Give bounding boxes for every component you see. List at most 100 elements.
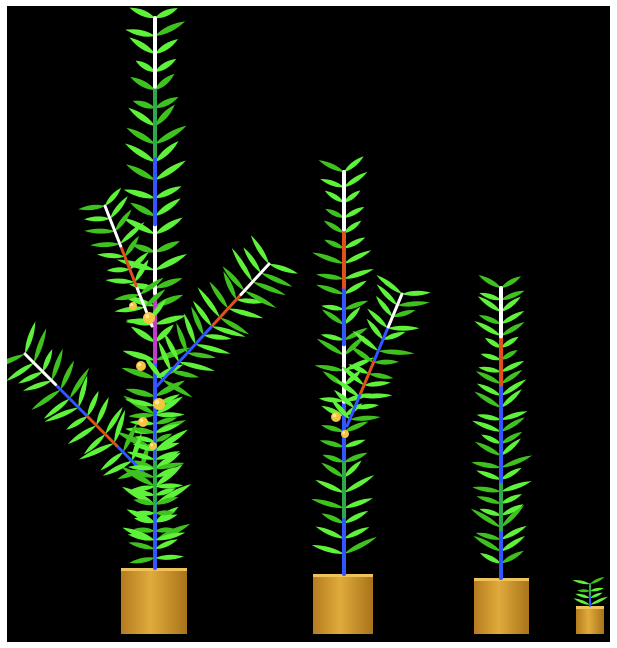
leaf bbox=[155, 466, 180, 478]
leaf bbox=[344, 156, 364, 172]
leaf bbox=[321, 462, 344, 478]
leaf bbox=[478, 275, 501, 288]
leaf bbox=[315, 526, 344, 539]
leaf bbox=[132, 510, 155, 516]
leaf bbox=[344, 237, 366, 249]
leaf bbox=[155, 141, 179, 163]
leaf bbox=[155, 278, 183, 289]
leaf bbox=[243, 247, 261, 273]
plant-3 bbox=[470, 275, 533, 634]
leaf bbox=[315, 479, 344, 493]
leaf bbox=[501, 535, 525, 552]
leaf bbox=[163, 332, 179, 363]
leaf bbox=[501, 336, 519, 348]
leaf bbox=[133, 527, 155, 533]
leaf bbox=[321, 425, 344, 433]
leaf bbox=[144, 289, 166, 308]
leaf bbox=[129, 485, 155, 492]
render-viewport bbox=[7, 6, 610, 642]
leaf bbox=[501, 494, 523, 504]
leaf bbox=[590, 576, 605, 584]
leaf bbox=[472, 486, 501, 493]
leaf bbox=[344, 280, 367, 295]
pot bbox=[121, 568, 187, 634]
pot-rim bbox=[576, 606, 604, 609]
leaf bbox=[126, 127, 155, 145]
leaf bbox=[102, 460, 132, 476]
leaf bbox=[96, 253, 125, 259]
leaf bbox=[121, 367, 155, 379]
leaf bbox=[223, 271, 237, 300]
stem-segment bbox=[211, 293, 243, 327]
leaf bbox=[474, 391, 501, 408]
leaf bbox=[344, 335, 365, 356]
leaf bbox=[130, 202, 155, 217]
leaf bbox=[252, 281, 286, 296]
leaf bbox=[501, 481, 532, 492]
leaf bbox=[475, 441, 501, 456]
leaf bbox=[344, 250, 372, 264]
leaf bbox=[331, 398, 350, 420]
leaf bbox=[78, 204, 105, 211]
leaf bbox=[203, 334, 232, 340]
leaf bbox=[344, 306, 361, 325]
plant-2 bbox=[311, 156, 431, 634]
leaf bbox=[105, 187, 122, 206]
fruit bbox=[149, 442, 157, 450]
leaf bbox=[105, 406, 123, 435]
leaf bbox=[479, 292, 501, 301]
leaf bbox=[155, 483, 184, 489]
leaf bbox=[183, 313, 196, 345]
leaf bbox=[501, 417, 525, 432]
leaf bbox=[316, 284, 344, 295]
leaf bbox=[472, 420, 501, 432]
leaf bbox=[155, 8, 178, 19]
leaf bbox=[479, 552, 501, 564]
leaf bbox=[78, 443, 115, 460]
leaf bbox=[126, 451, 155, 460]
leaf bbox=[478, 314, 501, 324]
leaf bbox=[155, 527, 174, 533]
leaf bbox=[485, 337, 501, 348]
fruit-highlight bbox=[342, 431, 346, 435]
leaf bbox=[155, 217, 183, 235]
leaf bbox=[501, 411, 528, 420]
leaf bbox=[155, 104, 175, 127]
leaf bbox=[106, 267, 130, 273]
leaf bbox=[344, 439, 366, 448]
leaf bbox=[114, 209, 132, 232]
fruit bbox=[341, 430, 349, 438]
leaf bbox=[474, 321, 501, 336]
leaf bbox=[78, 375, 88, 408]
leaf bbox=[480, 353, 501, 361]
leaf bbox=[191, 306, 204, 336]
leaf bbox=[126, 164, 155, 181]
fruit bbox=[331, 412, 341, 422]
pot bbox=[576, 606, 604, 634]
leaf bbox=[344, 171, 368, 188]
leaf bbox=[501, 296, 521, 312]
stem-segment bbox=[359, 358, 376, 395]
leaf bbox=[44, 407, 79, 422]
leaf bbox=[476, 414, 501, 421]
leaf bbox=[132, 443, 155, 451]
leaf bbox=[344, 536, 377, 554]
leaf bbox=[31, 389, 61, 411]
leaf bbox=[100, 452, 124, 471]
leaf bbox=[155, 464, 183, 487]
leaf bbox=[344, 475, 375, 493]
plant-1 bbox=[7, 7, 299, 634]
leaf bbox=[133, 499, 155, 506]
leaf bbox=[134, 436, 155, 443]
stem-segment bbox=[103, 204, 123, 248]
leaf bbox=[348, 364, 369, 374]
leaf bbox=[96, 397, 109, 426]
leaf bbox=[155, 451, 181, 460]
leaf bbox=[131, 427, 155, 434]
leaf bbox=[155, 433, 173, 442]
leaf bbox=[344, 510, 369, 524]
plant-4 bbox=[572, 576, 609, 634]
leaf bbox=[501, 290, 525, 300]
leaf bbox=[344, 357, 375, 371]
leaf bbox=[162, 379, 193, 398]
